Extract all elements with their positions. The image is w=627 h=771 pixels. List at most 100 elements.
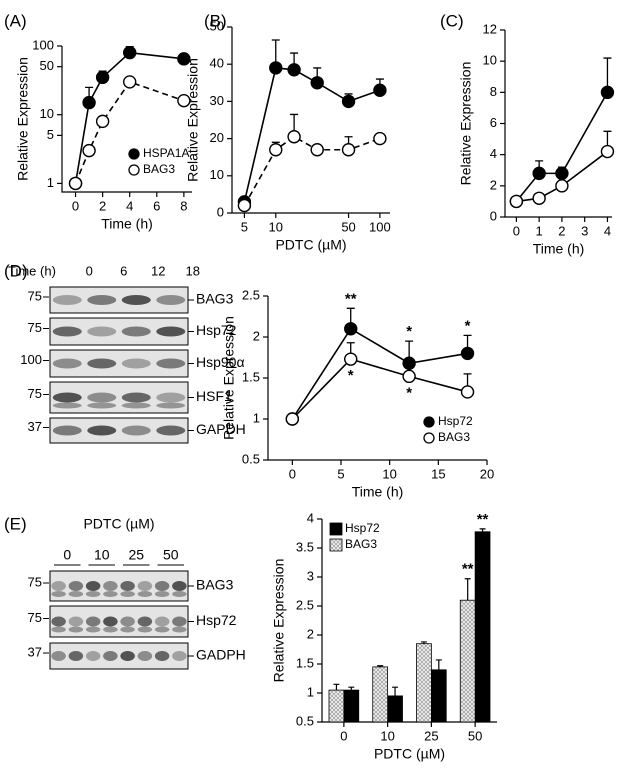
x-axis-label: Time (h) [101,216,153,232]
data-point [68,176,83,191]
blot-band [154,616,170,627]
data-point [310,143,324,157]
x-tick-label: 4 [604,223,611,238]
bar [372,666,389,723]
significance-label: ** [345,290,357,307]
y-tick-label: 2.5 [242,287,260,302]
blot-panel [49,349,189,378]
lane-label: 0 [86,263,93,278]
blot-band [52,295,82,305]
blot-band [172,651,187,661]
blot-band [68,581,84,591]
series-line [291,327,468,420]
y-axis-label: Relative Expression [15,57,31,181]
x-tick-label: 8 [180,198,187,213]
blot-band [156,358,186,369]
data-point [600,144,615,159]
data-point [460,346,475,361]
blot-band [120,651,135,661]
data-point [460,385,475,399]
blot-band [87,392,117,403]
x-axis-label: PDTC (µM) [374,746,445,762]
blot-band [87,295,117,305]
data-point [373,83,387,97]
error-bar [333,683,340,691]
blot-band [52,402,82,409]
error-bar [420,641,427,644]
blot-band [52,392,82,403]
blot-band [52,425,82,436]
blot-band [121,295,151,305]
x-tick-label: 100 [369,219,391,234]
error-bar [392,686,399,696]
bar [416,643,432,723]
blot-band [137,626,153,633]
panel-label: (C) [440,11,464,30]
blot-band [120,626,135,633]
data-point [95,70,110,85]
error-bar [464,578,471,601]
significance-label: * [465,317,471,334]
y-tick-label: 1.5 [296,655,314,670]
data-point [177,93,191,108]
blot-band [121,392,151,403]
blot-header: Time (h) [8,263,56,278]
protein-label: Hsp90α [196,354,245,370]
blot-band [103,591,118,597]
blot-band [154,581,170,591]
blot-band [103,651,118,661]
y-tick-label: 12 [483,21,497,36]
data-point [373,131,387,146]
lane-label: 50 [163,547,179,563]
legend-swatch [329,538,343,552]
series-line [243,135,381,206]
y-tick-label: 0.5 [296,713,314,728]
bar [343,689,360,723]
data-point [237,198,252,213]
y-axis-label: Relative Expression [185,58,201,182]
blot-band [172,626,187,633]
protein-label: BAG3 [196,577,234,593]
x-tick-label: 25 [424,728,438,743]
y-tick-label: 20 [210,130,224,145]
data-point [532,191,546,206]
blot-band [51,616,66,627]
data-point [532,166,546,181]
bar [387,695,403,723]
legend-label: BAG3 [345,537,377,551]
blot-band [51,581,66,591]
data-point [600,85,615,100]
x-tick-label: 0 [340,728,347,743]
x-tick-label: 0 [513,223,520,238]
data-point [344,352,358,366]
blot-band [51,651,66,661]
y-tick-label: 1 [47,175,54,190]
data-point [285,412,300,426]
blot-band [156,425,186,436]
blot-band [121,326,151,337]
mw-marker: 37 [28,644,42,659]
lane-label: 12 [151,263,165,278]
blot-band [85,616,101,627]
blot-band [137,581,153,591]
y-axis-label: Relative Expression [221,316,237,440]
blot-band [68,651,84,661]
x-axis-label: Time (h) [533,241,585,257]
data-point [269,143,283,157]
mw-marker: 75 [28,574,42,589]
lane-label: 6 [120,263,127,278]
data-point [269,61,283,75]
y-tick-label: 50 [210,18,224,33]
blot-band [52,358,82,369]
x-tick-label: 15 [431,466,445,481]
data-point [341,143,356,157]
x-tick-label: 5 [241,219,248,234]
data-point [555,179,569,193]
blot-header: PDTC (µM) [83,516,154,532]
y-axis-label: Relative Expression [271,559,287,683]
x-tick-label: 4 [126,198,133,213]
y-tick-label: 4 [490,146,497,161]
axis [61,46,192,193]
protein-label: GADPH [196,647,246,663]
y-tick-label: 0.5 [242,451,260,466]
